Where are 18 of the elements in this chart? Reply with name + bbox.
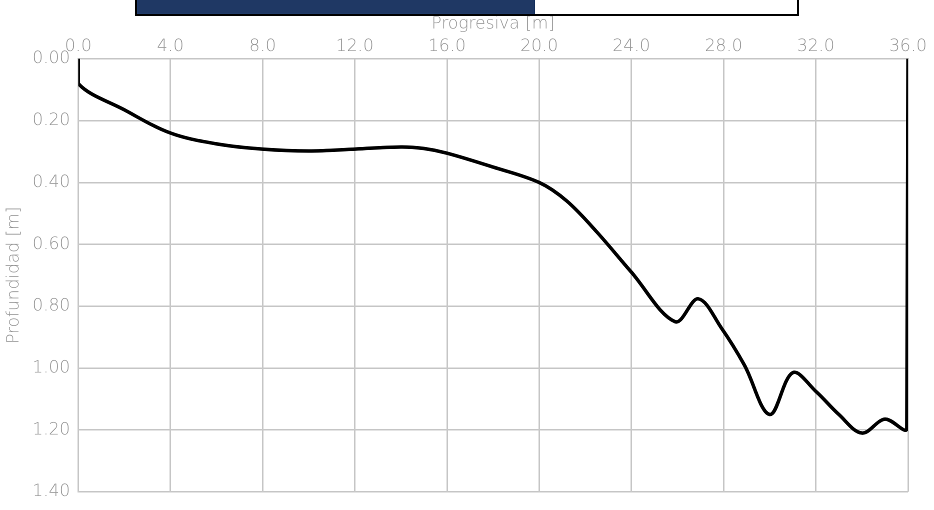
x-tick-label: 36.0	[889, 36, 927, 56]
x-axis-title: Progresiva [m]	[431, 14, 555, 34]
x-tick-label: 24.0	[612, 36, 650, 56]
x-tick-label: 20.0	[520, 36, 558, 56]
y-tick-label: 1.20	[32, 419, 70, 440]
x-tick-label: 28.0	[704, 36, 743, 56]
y-tick-label: 0.60	[32, 234, 70, 254]
x-tick-label: 12.0	[336, 36, 374, 56]
x-tick-label: 4.0	[156, 36, 184, 56]
y-tick-label: 1.00	[32, 358, 70, 378]
x-tick-label: 16.0	[428, 36, 466, 56]
y-tick-label: 0.80	[32, 296, 70, 316]
y-tick-label: 0.20	[32, 110, 70, 130]
y-tick-label: 1.40	[32, 481, 70, 502]
y-tick-label: 0.40	[32, 172, 70, 192]
y-axis-title: Profundidad [m]	[4, 206, 24, 344]
x-tick-label: 32.0	[796, 36, 835, 56]
x-tick-label: 8.0	[249, 36, 276, 56]
